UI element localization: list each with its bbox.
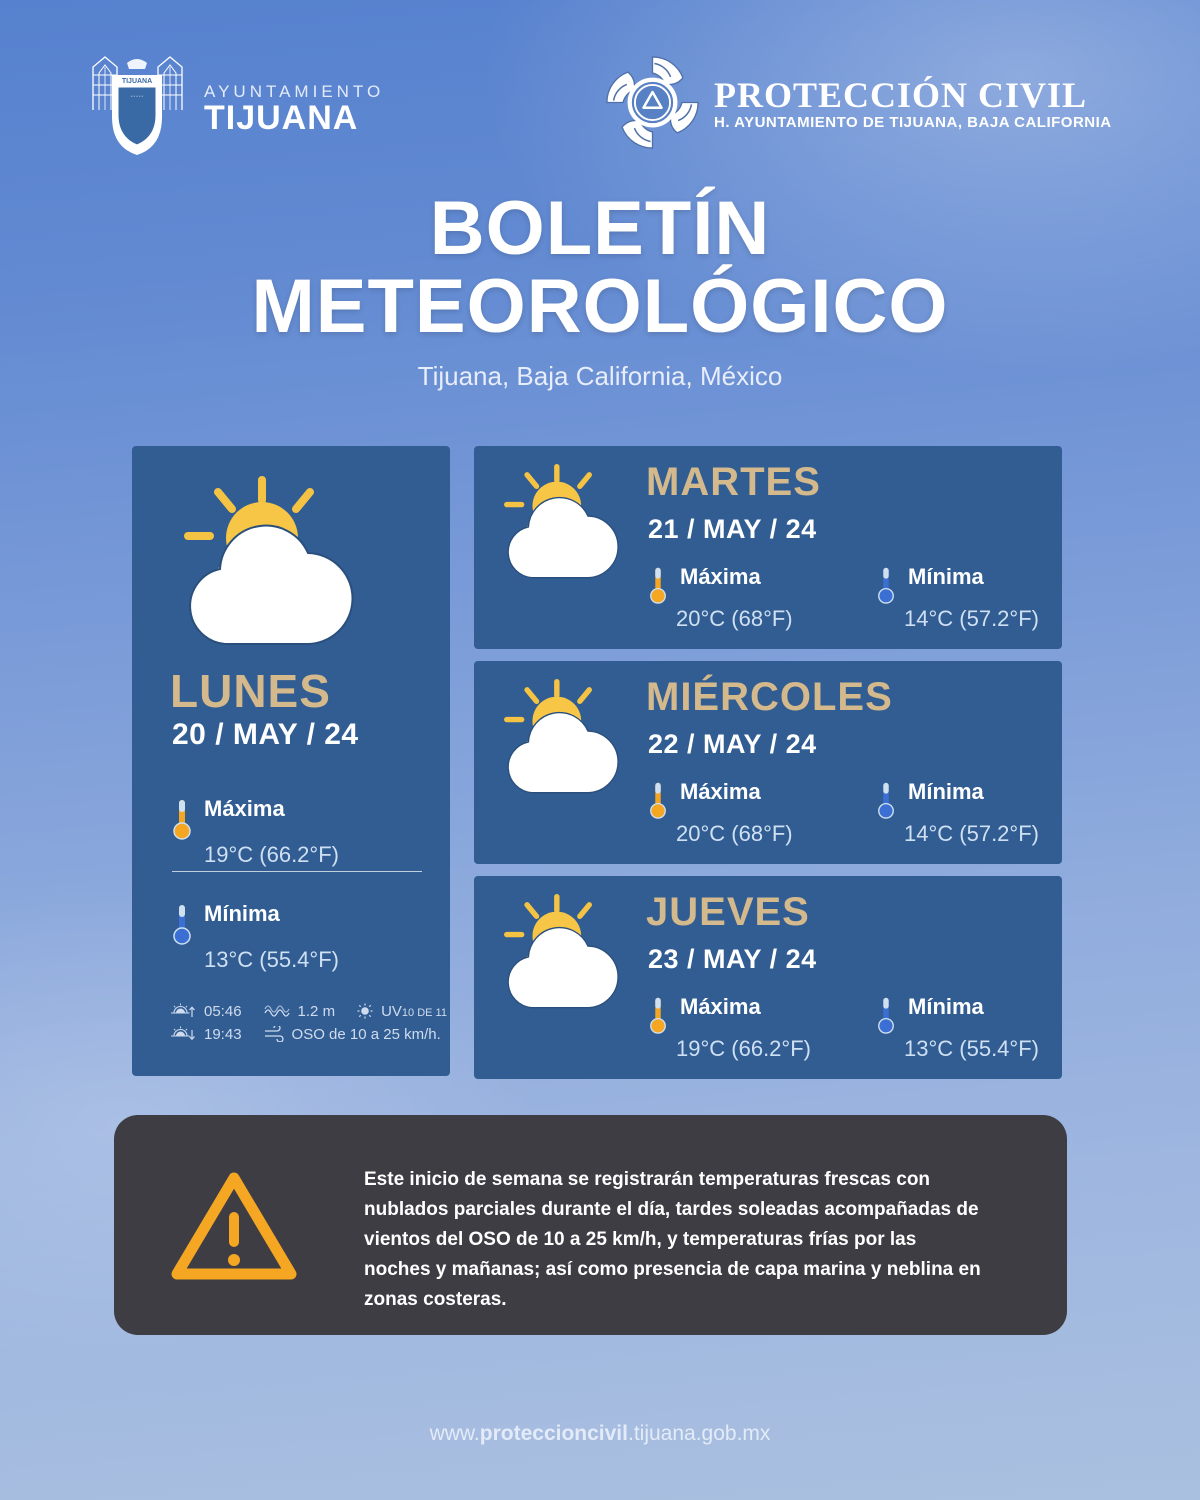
svg-text:* * * * *: * * * * *: [131, 94, 144, 99]
svg-text:TIJUANA: TIJUANA: [122, 78, 152, 85]
